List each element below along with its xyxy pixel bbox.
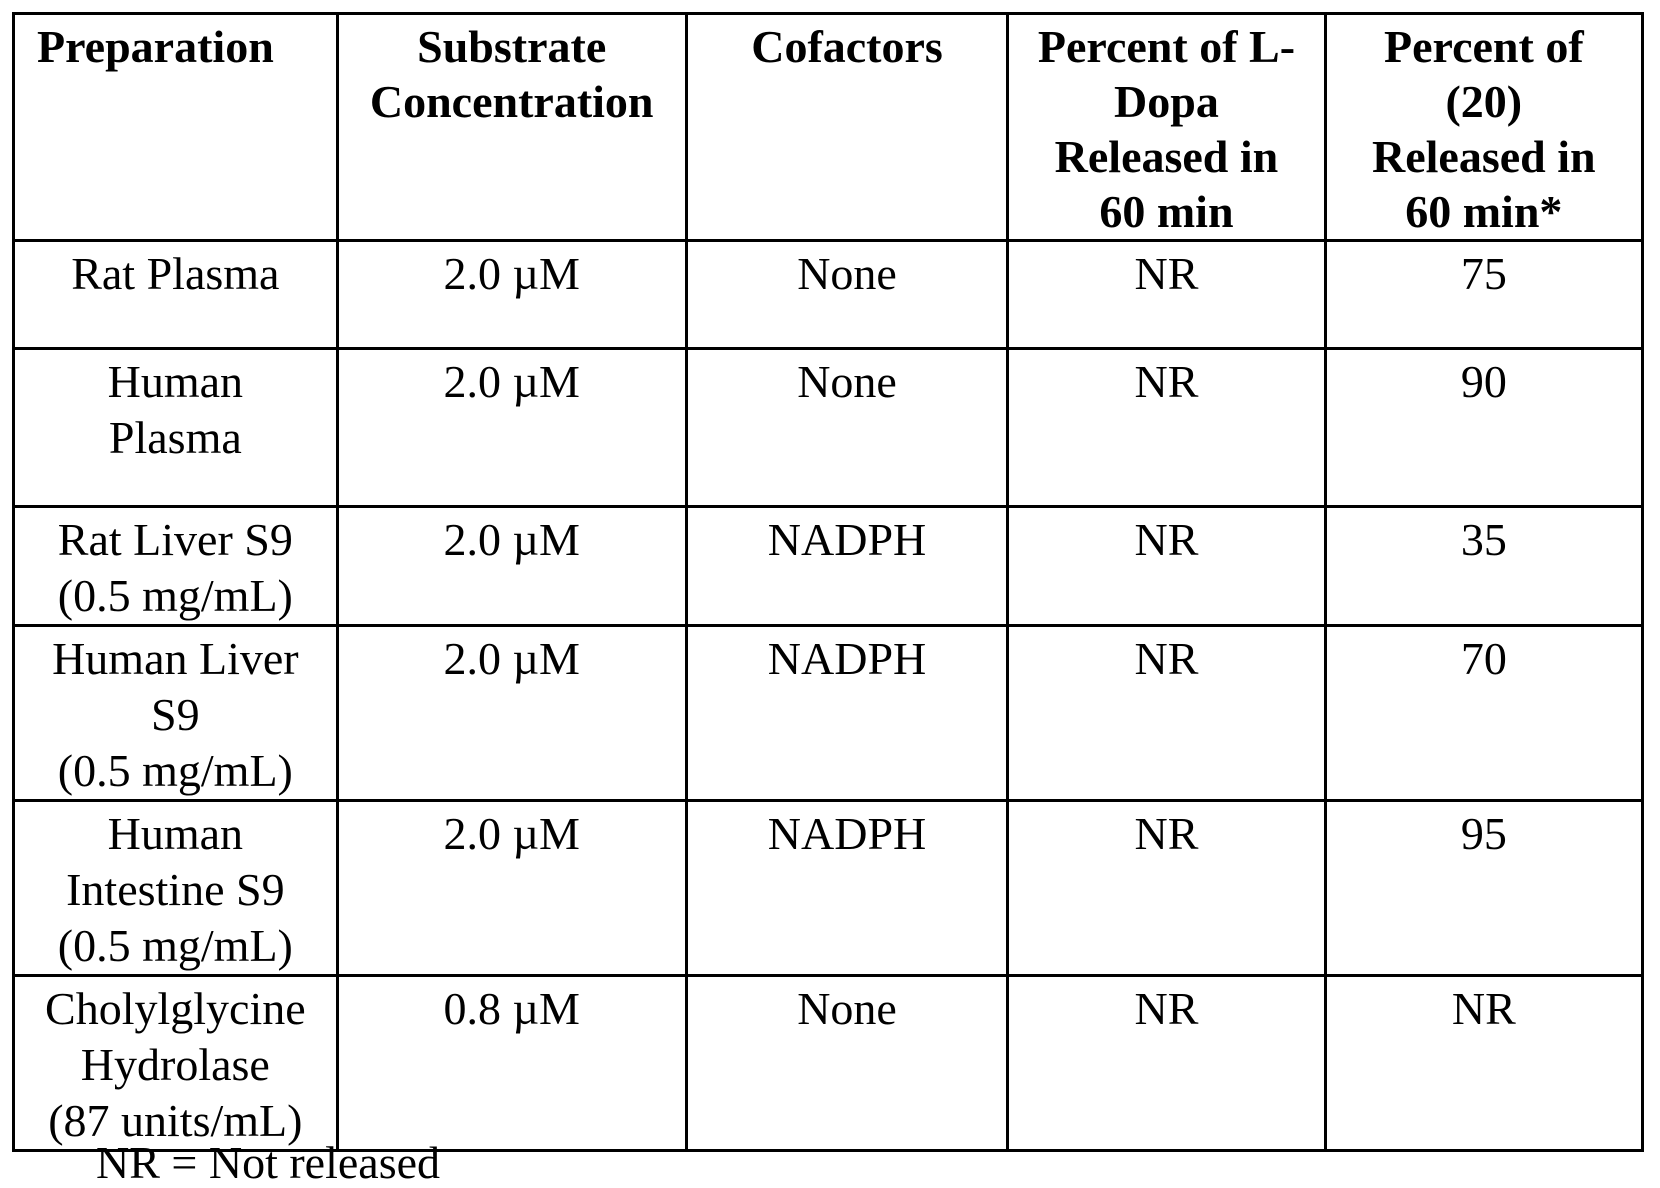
cell-substrate: 2.0 µM [337,801,686,976]
cell-l-dopa: NR [1008,801,1325,976]
header-cofactors: Cofactors [686,14,1008,241]
cell-compound-20: 90 [1325,349,1642,507]
cell-substrate: 2.0 µM [337,507,686,626]
header-row: Preparation Substrate Concentration Cofa… [14,14,1643,241]
table-row: Human Liver S9 (0.5 mg/mL) 2.0 µM NADPH … [14,626,1643,801]
cell-cofactors: None [686,976,1008,1151]
cell-compound-20: 75 [1325,241,1642,349]
cell-l-dopa: NR [1008,241,1325,349]
cell-cofactors: NADPH [686,626,1008,801]
cell-substrate: 2.0 µM [337,349,686,507]
cell-preparation: Rat Liver S9 (0.5 mg/mL) [14,507,338,626]
cell-l-dopa: NR [1008,349,1325,507]
cell-substrate: 2.0 µM [337,626,686,801]
cell-l-dopa: NR [1008,976,1325,1151]
header-percent-l-dopa: Percent of L- Dopa Released in 60 min [1008,14,1325,241]
footnote: NR = Not released [96,1138,440,1188]
cell-preparation: Cholylglycine Hydrolase (87 units/mL) [14,976,338,1151]
cell-cofactors: NADPH [686,507,1008,626]
cell-preparation: Human Liver S9 (0.5 mg/mL) [14,626,338,801]
cell-preparation: Human Plasma [14,349,338,507]
table-row: Human Plasma 2.0 µM None NR 90 [14,349,1643,507]
cell-cofactors: NADPH [686,801,1008,976]
cell-preparation: Rat Plasma [14,241,338,349]
cell-compound-20: 95 [1325,801,1642,976]
cell-l-dopa: NR [1008,507,1325,626]
cell-compound-20: 70 [1325,626,1642,801]
header-substrate-concentration: Substrate Concentration [337,14,686,241]
table-row: Human Intestine S9 (0.5 mg/mL) 2.0 µM NA… [14,801,1643,976]
header-preparation: Preparation [14,14,338,241]
cell-l-dopa: NR [1008,626,1325,801]
cell-compound-20: NR [1325,976,1642,1151]
cell-cofactors: None [686,241,1008,349]
cell-compound-20: 35 [1325,507,1642,626]
results-table: Preparation Substrate Concentration Cofa… [12,12,1644,1152]
table-row: Cholylglycine Hydrolase (87 units/mL) 0.… [14,976,1643,1151]
cell-cofactors: None [686,349,1008,507]
cell-substrate: 2.0 µM [337,241,686,349]
header-percent-compound-20: Percent of (20) Released in 60 min* [1325,14,1642,241]
table-row: Rat Plasma 2.0 µM None NR 75 [14,241,1643,349]
cell-preparation: Human Intestine S9 (0.5 mg/mL) [14,801,338,976]
cell-substrate: 0.8 µM [337,976,686,1151]
table-row: Rat Liver S9 (0.5 mg/mL) 2.0 µM NADPH NR… [14,507,1643,626]
